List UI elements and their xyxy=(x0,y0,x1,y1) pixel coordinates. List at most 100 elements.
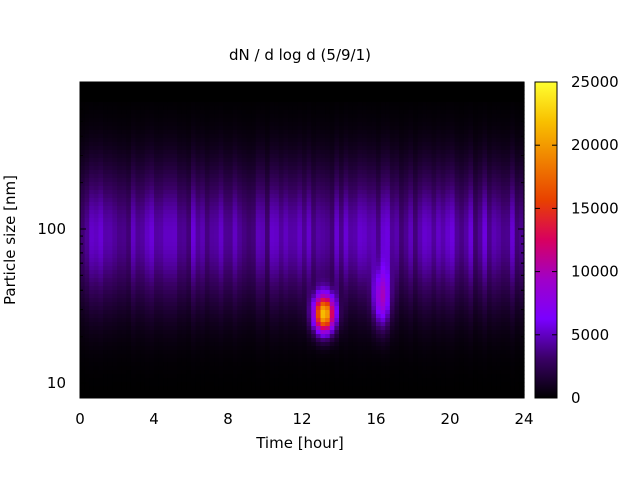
heatmap-cell xyxy=(362,342,368,347)
heatmap-cell xyxy=(348,342,354,347)
heatmap-cell xyxy=(283,194,289,199)
heatmap-cell xyxy=(265,130,271,135)
heatmap-cell xyxy=(144,222,150,227)
heatmap-cell xyxy=(288,126,294,131)
heatmap-cell xyxy=(315,154,322,159)
heatmap-cell xyxy=(329,302,335,307)
heatmap-cell xyxy=(315,90,322,95)
heatmap-cell xyxy=(241,162,248,167)
heatmap-cell xyxy=(352,274,359,279)
heatmap-cell xyxy=(366,182,372,187)
heatmap-cell xyxy=(98,94,104,99)
heatmap-cell xyxy=(334,266,340,271)
heatmap-cell xyxy=(237,166,243,171)
heatmap-cell xyxy=(117,394,123,399)
heatmap-cell xyxy=(339,282,345,287)
heatmap-cell xyxy=(103,330,109,335)
heatmap-cell xyxy=(329,90,335,95)
heatmap-cell xyxy=(167,366,174,371)
heatmap-cell xyxy=(172,278,178,283)
heatmap-cell xyxy=(366,254,372,259)
heatmap-cell xyxy=(362,190,368,195)
heatmap-cell xyxy=(103,342,109,347)
heatmap-cell xyxy=(223,278,229,283)
heatmap-cell xyxy=(325,238,331,243)
heatmap-cell xyxy=(107,174,113,179)
heatmap-cell xyxy=(292,246,298,251)
heatmap-cell xyxy=(251,82,257,87)
heatmap-cell xyxy=(117,118,123,123)
heatmap-cell xyxy=(371,118,377,123)
heatmap-cell xyxy=(269,326,275,331)
heatmap-cell xyxy=(315,150,322,155)
heatmap-cell xyxy=(204,114,211,119)
heatmap-cell xyxy=(186,146,192,151)
heatmap-cell xyxy=(241,322,248,327)
heatmap-cell xyxy=(103,142,109,147)
heatmap-cell xyxy=(144,382,150,387)
heatmap-cell xyxy=(144,214,150,219)
heatmap-cell xyxy=(232,362,238,367)
heatmap-cell xyxy=(297,230,303,235)
heatmap-cell xyxy=(80,166,86,171)
heatmap-cell xyxy=(172,386,178,391)
heatmap-cell xyxy=(232,258,238,263)
heatmap-cell xyxy=(140,190,146,195)
heatmap-cell xyxy=(172,198,178,203)
heatmap-cell xyxy=(255,314,261,319)
heatmap-cell xyxy=(343,262,349,267)
heatmap-cell xyxy=(246,242,252,247)
heatmap-cell xyxy=(352,126,359,131)
heatmap-cell xyxy=(246,290,252,295)
heatmap-cell xyxy=(348,350,354,355)
heatmap-cell xyxy=(315,210,322,215)
heatmap-cell xyxy=(167,82,174,87)
heatmap-cell xyxy=(274,394,280,399)
heatmap-cell xyxy=(209,250,215,255)
heatmap-cell xyxy=(288,290,294,295)
heatmap-cell xyxy=(154,202,160,207)
heatmap-cell xyxy=(251,374,257,379)
heatmap-cell xyxy=(112,226,118,231)
heatmap-cell xyxy=(103,346,109,351)
heatmap-cell xyxy=(297,386,303,391)
heatmap-cell xyxy=(214,354,220,359)
heatmap-cell xyxy=(297,126,303,131)
heatmap-cell xyxy=(89,102,95,107)
heatmap-cell xyxy=(154,374,160,379)
heatmap-cell xyxy=(251,258,257,263)
heatmap-cell xyxy=(181,354,187,359)
heatmap-cell xyxy=(348,198,354,203)
heatmap-cell xyxy=(265,250,271,255)
heatmap-cell xyxy=(269,178,275,183)
heatmap-cell xyxy=(288,282,294,287)
heatmap-cell xyxy=(255,238,261,243)
heatmap-cell xyxy=(362,182,368,187)
heatmap-cell xyxy=(274,286,280,291)
heatmap-cell xyxy=(274,150,280,155)
heatmap-cell xyxy=(195,146,201,151)
heatmap-cell xyxy=(274,258,280,263)
heatmap-cell xyxy=(320,106,326,111)
heatmap-cell xyxy=(348,182,354,187)
heatmap-cell xyxy=(260,190,266,195)
heatmap-cell xyxy=(112,386,118,391)
heatmap-cell xyxy=(348,174,354,179)
heatmap-cell xyxy=(348,302,354,307)
heatmap-cell xyxy=(260,302,266,307)
heatmap-cell xyxy=(89,158,95,163)
heatmap-cell xyxy=(130,234,137,239)
heatmap-cell xyxy=(228,298,234,303)
heatmap-cell xyxy=(163,186,169,191)
heatmap-cell xyxy=(103,298,109,303)
heatmap-cell xyxy=(288,106,294,111)
heatmap-cell xyxy=(177,322,183,327)
heatmap-cell xyxy=(274,242,280,247)
heatmap-cell xyxy=(288,234,294,239)
heatmap-cell xyxy=(246,390,252,395)
heatmap-cell xyxy=(158,118,164,123)
heatmap-cell xyxy=(103,178,109,183)
heatmap-cell xyxy=(223,142,229,147)
heatmap-cell xyxy=(218,150,224,155)
heatmap-cell xyxy=(140,366,146,371)
